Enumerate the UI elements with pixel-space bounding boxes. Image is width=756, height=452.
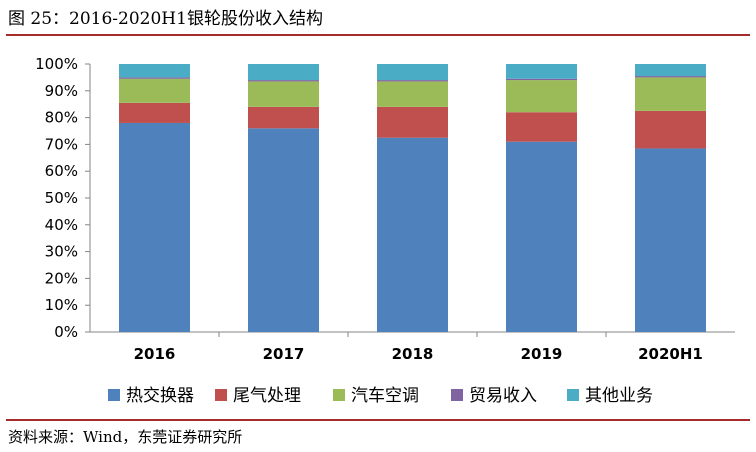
bottom-rule <box>6 419 750 421</box>
x-tick-label: 2020H1 <box>638 345 703 363</box>
chart-title: 图 25：2016-2020H1银轮股份收入结构 <box>8 9 323 29</box>
legend-label: 贸易收入 <box>469 386 537 406</box>
bar-segment <box>377 137 448 332</box>
bar-segment <box>248 106 319 129</box>
top-rule <box>6 34 750 36</box>
bar-segment <box>506 64 577 79</box>
legend-item: 热交换器 <box>108 386 194 406</box>
y-tick-label: 100% <box>35 55 78 73</box>
source-note: 资料来源：Wind，东莞证券研究所 <box>8 428 243 446</box>
bar-segment <box>248 128 319 332</box>
bar-segment <box>377 64 448 81</box>
bar-segment <box>377 80 448 82</box>
legend-item: 尾气处理 <box>215 386 301 406</box>
bar-segment <box>506 78 577 81</box>
bar-segment <box>119 122 190 333</box>
x-tick-label: 2019 <box>521 345 563 363</box>
legend-label: 其他业务 <box>585 386 653 406</box>
legend-label: 汽车空调 <box>351 386 419 406</box>
x-tick-label: 2016 <box>134 345 176 363</box>
y-tick-label: 20% <box>45 269 78 287</box>
bar-segment <box>635 64 706 77</box>
bar-segment <box>248 80 319 82</box>
legend-swatch <box>567 389 579 401</box>
stacked-bar-chart: 0% 10% 20% 30% 40% 50% 60% 70% 80% 90% 100% 2016 201… <box>35 55 735 406</box>
legend: 热交换器 尾气处理 汽车空调 贸易收入 其他业务 <box>108 386 653 406</box>
bar-segment <box>635 77 706 111</box>
legend-swatch <box>215 389 227 401</box>
y-tick-label: 40% <box>45 216 78 234</box>
axes: 0% 10% 20% 30% 40% 50% 60% 70% 80% 90% 100% 2016 201… <box>35 55 735 363</box>
y-tick-label: 70% <box>45 135 78 153</box>
bar-segment <box>506 80 577 113</box>
bar-segment <box>635 148 706 332</box>
y-tick-label: 50% <box>45 189 78 207</box>
legend-item: 其他业务 <box>567 386 653 406</box>
legend-swatch <box>108 389 120 401</box>
bar-segment <box>248 64 319 81</box>
legend-item: 汽车空调 <box>333 386 419 406</box>
bar-segment <box>377 81 448 107</box>
y-tick-label: 10% <box>45 296 78 314</box>
x-tick-label: 2018 <box>392 345 434 363</box>
y-tick-label: 30% <box>45 243 78 261</box>
legend-label: 热交换器 <box>126 386 194 406</box>
legend-swatch <box>333 389 345 401</box>
bar-segment <box>119 77 190 79</box>
legend-label: 尾气处理 <box>233 386 301 406</box>
bar-segment <box>635 110 706 149</box>
y-tick-label: 90% <box>45 82 78 100</box>
bar-segment <box>119 102 190 123</box>
legend-item: 贸易收入 <box>451 386 537 406</box>
bar-segment <box>635 76 706 78</box>
x-tick-label: 2017 <box>263 345 305 363</box>
bar-segment <box>119 64 190 78</box>
legend-swatch <box>451 389 463 401</box>
y-tick-label: 80% <box>45 109 78 127</box>
bar-segment <box>506 141 577 332</box>
bars <box>119 64 706 333</box>
bar-segment <box>248 81 319 107</box>
y-tick-label: 60% <box>45 162 78 180</box>
bar-segment <box>377 106 448 138</box>
bar-segment <box>506 112 577 142</box>
bar-segment <box>119 78 190 103</box>
y-tick-label: 0% <box>54 323 78 341</box>
